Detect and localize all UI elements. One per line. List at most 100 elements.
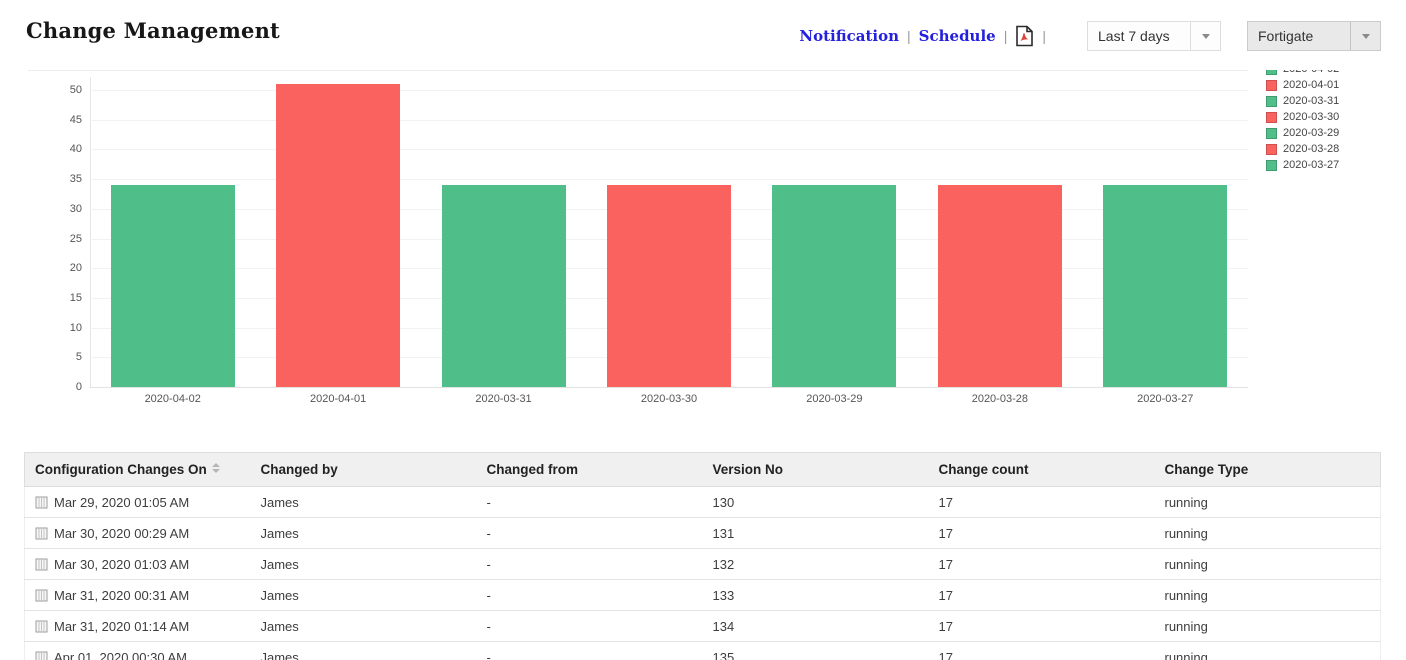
config-changes-bar-chart: 0 5 10 15 20 25 30 35 40 45 50 2020-04-02 2020-04-0… bbox=[0, 70, 1406, 415]
cell-configuration-changes-on: Mar 29, 2020 01:05 AM bbox=[24, 486, 251, 518]
cell-configuration-changes-on: Mar 30, 2020 01:03 AM bbox=[24, 548, 251, 580]
bar-2020-04-02[interactable] bbox=[110, 185, 235, 387]
cell-change-type: running bbox=[1154, 517, 1381, 549]
changed-on-value: Mar 29, 2020 01:05 AM bbox=[54, 494, 190, 510]
changed-on-value: Mar 30, 2020 00:29 AM bbox=[54, 525, 190, 541]
config-version-icon bbox=[35, 620, 48, 632]
config-version-icon bbox=[35, 558, 48, 570]
cell-change-type: running bbox=[1154, 548, 1381, 580]
cell-configuration-changes-on: Mar 31, 2020 01:14 AM bbox=[24, 610, 251, 642]
pdf-export-button[interactable] bbox=[1015, 25, 1034, 47]
cell-changed-by: James bbox=[250, 610, 477, 642]
x-axis-label: 2020-04-01 bbox=[309, 393, 367, 405]
x-axis-label: 2020-03-31 bbox=[475, 393, 532, 405]
cell-version-no: 134 bbox=[702, 610, 929, 642]
legend-swatch bbox=[1266, 95, 1277, 107]
legend-label: 2020-03-30 bbox=[1283, 111, 1340, 123]
x-axis-label: 2020-03-28 bbox=[971, 393, 1028, 405]
period-select[interactable]: Last 7 days bbox=[1087, 21, 1221, 51]
table-row[interactable]: Mar 31, 2020 01:14 AM James -134 17 running bbox=[24, 610, 1381, 642]
notification-link[interactable]: Notification bbox=[799, 27, 900, 45]
table-row[interactable]: Mar 29, 2020 01:05 AM James -130 17 running bbox=[24, 486, 1381, 518]
sort-icon bbox=[211, 463, 220, 473]
column-header-change-type[interactable]: Change Type bbox=[1154, 452, 1381, 487]
config-version-icon bbox=[35, 527, 48, 539]
table-row[interactable]: Mar 31, 2020 00:31 AM James -133 17 running bbox=[24, 579, 1381, 611]
device-select[interactable]: Fortigate bbox=[1247, 21, 1381, 51]
column-header-changed-by[interactable]: Changed by bbox=[250, 452, 477, 487]
legend-swatch bbox=[1266, 159, 1277, 171]
y-axis-tick-label: 5 bbox=[75, 351, 82, 364]
legend-item-2020-04-01[interactable]: 2020-04-01 bbox=[1266, 77, 1339, 93]
table-row[interactable]: Mar 30, 2020 01:03 AM James -132 17 running bbox=[24, 548, 1381, 580]
cell-version-no: 132 bbox=[702, 548, 929, 580]
changes-table: Configuration Changes On Changed by Change… bbox=[24, 452, 1381, 660]
y-axis-line bbox=[90, 77, 91, 387]
gridline bbox=[90, 387, 1248, 388]
legend-swatch bbox=[1266, 127, 1277, 139]
column-header-changed-from[interactable]: Changed from bbox=[476, 452, 703, 487]
cell-change-count: 17 bbox=[928, 548, 1155, 580]
legend-item-2020-03-28[interactable]: 2020-03-28 bbox=[1266, 141, 1339, 157]
page-header: Change Management Notification | Schedul… bbox=[0, 0, 1406, 70]
cell-changed-from: - bbox=[476, 579, 703, 611]
cell-configuration-changes-on: Apr 01, 2020 00:30 AM bbox=[24, 641, 251, 660]
bar-2020-03-31[interactable] bbox=[441, 185, 566, 387]
legend-swatch bbox=[1266, 143, 1277, 155]
period-select-value: Last 7 days bbox=[1098, 28, 1170, 44]
schedule-link[interactable]: Schedule bbox=[918, 27, 996, 45]
column-header-version-no[interactable]: Version No bbox=[702, 452, 929, 487]
changed-on-value: Apr 01, 2020 00:30 AM bbox=[54, 649, 187, 660]
y-axis-tick-label: 40 bbox=[69, 143, 82, 156]
chevron-down-icon bbox=[1361, 33, 1370, 39]
gridline bbox=[90, 119, 1248, 121]
y-axis-tick-label: 30 bbox=[69, 202, 82, 215]
cell-version-no: 130 bbox=[702, 486, 929, 518]
chart-legend: 2020-04-02 2020-04-01 2020-03-31 2020-03-30… bbox=[1266, 70, 1339, 173]
changed-on-value: Mar 31, 2020 00:31 AM bbox=[54, 587, 190, 603]
bar-2020-03-30[interactable] bbox=[607, 185, 731, 387]
legend-item-2020-03-31[interactable]: 2020-03-31 bbox=[1266, 93, 1339, 109]
column-header-label: Change Type bbox=[1164, 462, 1249, 477]
cell-changed-by: James bbox=[250, 486, 477, 518]
table-row[interactable]: Apr 01, 2020 00:30 AM James -135 17 running bbox=[24, 641, 1381, 660]
legend-label: 2020-03-29 bbox=[1283, 127, 1340, 139]
cell-change-type: running bbox=[1154, 579, 1381, 611]
device-select-value: Fortigate bbox=[1258, 28, 1314, 44]
y-axis-tick-label: 10 bbox=[69, 321, 82, 334]
device-select-arrow-box bbox=[1350, 22, 1380, 50]
bar-2020-03-27[interactable] bbox=[1103, 185, 1228, 387]
y-axis-tick-label: 50 bbox=[69, 84, 82, 96]
y-axis-tick-label: 25 bbox=[69, 232, 82, 245]
cell-change-type: running bbox=[1154, 610, 1381, 642]
table-row[interactable]: Mar 30, 2020 00:29 AM James -131 17 running bbox=[24, 517, 1381, 549]
changes-table-section: Configuration Changes On Changed by Change… bbox=[24, 452, 1381, 660]
legend-label: 2020-04-01 bbox=[1283, 79, 1340, 91]
legend-item-2020-03-27[interactable]: 2020-03-27 bbox=[1266, 157, 1339, 173]
legend-item-2020-03-30[interactable]: 2020-03-30 bbox=[1266, 109, 1339, 125]
y-axis-tick-label: 20 bbox=[69, 262, 82, 275]
column-header-configuration-changes-on[interactable]: Configuration Changes On bbox=[24, 452, 251, 487]
bar-2020-03-28[interactable] bbox=[937, 185, 1062, 387]
bar-2020-03-29[interactable] bbox=[772, 185, 897, 387]
legend-item-2020-04-02[interactable]: 2020-04-02 bbox=[1266, 70, 1339, 77]
y-axis-tick-label: 0 bbox=[75, 381, 82, 393]
cell-changed-from: - bbox=[476, 486, 703, 518]
legend-label: 2020-03-27 bbox=[1283, 159, 1340, 171]
cell-change-count: 17 bbox=[928, 641, 1155, 660]
legend-swatch bbox=[1266, 70, 1277, 75]
bar-2020-04-01[interactable] bbox=[276, 84, 401, 387]
legend-label: 2020-03-31 bbox=[1283, 95, 1340, 107]
cell-change-type: running bbox=[1154, 486, 1381, 518]
header-actions: Notification | Schedule | | Last 7 days … bbox=[799, 21, 1381, 51]
column-header-change-count[interactable]: Change count bbox=[928, 452, 1155, 487]
legend-label: 2020-03-28 bbox=[1283, 143, 1340, 155]
changed-on-value: Mar 30, 2020 01:03 AM bbox=[54, 556, 190, 572]
cell-change-type: running bbox=[1154, 641, 1381, 660]
cell-change-count: 17 bbox=[928, 579, 1155, 611]
config-version-icon bbox=[35, 651, 48, 660]
separator: | bbox=[1003, 28, 1008, 44]
config-version-icon bbox=[35, 589, 48, 601]
legend-item-2020-03-29[interactable]: 2020-03-29 bbox=[1266, 125, 1339, 141]
